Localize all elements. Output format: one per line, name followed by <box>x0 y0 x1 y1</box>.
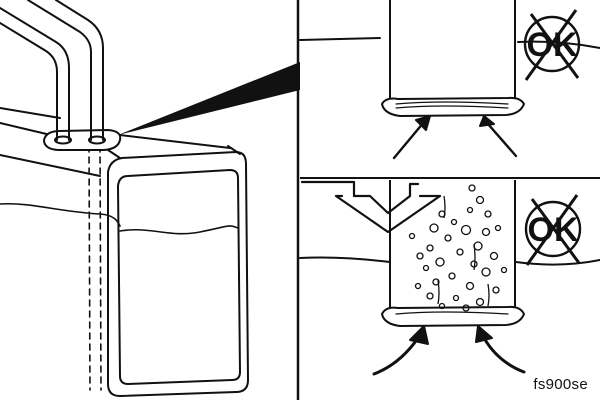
not-ok-mark-bottom: OK <box>524 194 582 266</box>
not-ok-mark-top: OK <box>523 9 581 81</box>
fuel-tank-illustration <box>0 0 249 397</box>
pickup-tube-closeup-top <box>299 0 600 160</box>
pickup-tube-closeup-bottom <box>299 180 600 376</box>
air-bubbles <box>408 184 508 312</box>
magnification-callout <box>118 62 300 135</box>
figure-reference-code: fs900se <box>533 376 588 393</box>
